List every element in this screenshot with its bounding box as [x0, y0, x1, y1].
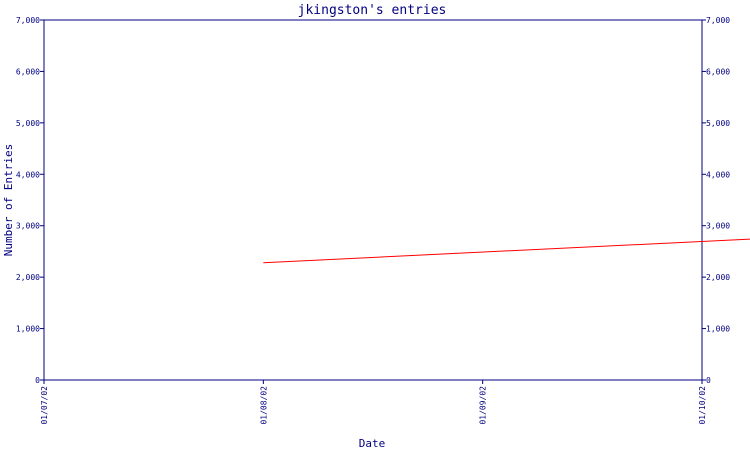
y-axis-label: Number of Entries	[2, 144, 15, 257]
y-tick-label-left: 4,000	[16, 170, 40, 179]
y-tick-label-left: 2,000	[16, 273, 40, 282]
y-tick-label-right: 7,000	[706, 16, 730, 25]
y-tick-label-left: 7,000	[16, 16, 40, 25]
x-axis-label: Date	[359, 437, 386, 450]
plot-area: 0 0 1,000 1,000 2,000 2,000 3,000 3,000 4,000 4,0…	[16, 16, 750, 425]
x-tick-label: 01/10/02	[698, 386, 707, 425]
y-tick-label-right: 6,000	[706, 67, 730, 76]
y-tick-label-right: 3,000	[706, 222, 730, 231]
chart-title: jkingston's entries	[298, 3, 447, 18]
y-tick-label-left: 5,000	[16, 119, 40, 128]
y-tick-label-right: 1,000	[706, 325, 730, 334]
y-tick-label-left: 3,000	[16, 222, 40, 231]
y-tick-label-right: 4,000	[706, 170, 730, 179]
series-line	[263, 238, 750, 264]
x-tick-label: 01/07/02	[40, 386, 49, 425]
x-tick-label: 01/09/02	[479, 386, 488, 425]
y-tick-label-right: 2,000	[706, 273, 730, 282]
x-tick-label: 01/08/02	[259, 386, 268, 425]
y-tick-label-right: 0	[706, 376, 711, 385]
y-tick-label-left: 0	[35, 376, 40, 385]
plot-frame	[43, 19, 703, 381]
y-tick-label-left: 1,000	[16, 325, 40, 334]
y-tick-label-left: 6,000	[16, 67, 40, 76]
y-tick-label-right: 5,000	[706, 119, 730, 128]
